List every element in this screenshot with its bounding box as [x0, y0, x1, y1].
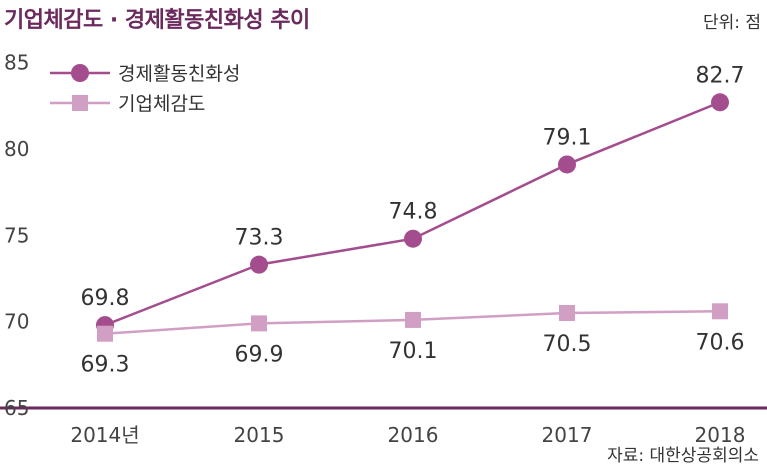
legend-label: 경제활동친화성	[118, 63, 240, 85]
series-markers	[96, 93, 729, 342]
x-tick-label: 2015	[234, 423, 285, 447]
data-label: 82.7	[696, 63, 745, 88]
y-tick-label: 75	[4, 223, 29, 247]
point-marker	[712, 303, 728, 320]
data-label: 69.3	[81, 353, 130, 378]
y-tick-label: 65	[4, 396, 29, 420]
y-tick-label: 80	[4, 137, 29, 161]
point-marker	[405, 311, 421, 328]
data-label: 70.6	[696, 330, 745, 355]
data-label: 74.8	[389, 200, 438, 225]
point-marker	[251, 315, 267, 332]
y-axis: 65 70 75 80 85	[0, 51, 767, 420]
data-label: 69.9	[235, 342, 284, 367]
y-tick-label: 70	[4, 310, 29, 334]
point-marker	[711, 93, 729, 112]
data-label: 79.1	[543, 125, 592, 150]
legend-label: 기업체감도	[118, 93, 205, 115]
data-label: 69.8	[81, 286, 130, 311]
x-axis: 2014년 2015 2016 2017 2018	[70, 423, 745, 447]
point-marker	[558, 155, 576, 174]
chart-title: 기업체감도 · 경제활동친화성 추이	[4, 8, 310, 33]
x-tick-label: 2017	[542, 423, 593, 447]
x-tick-label: 2014년	[70, 423, 139, 447]
data-label: 70.1	[389, 339, 438, 364]
point-marker	[404, 229, 422, 248]
data-label: 73.3	[235, 226, 284, 251]
legend-marker	[71, 64, 89, 82]
y-tick-label: 85	[4, 51, 29, 75]
unit-label: 단위: 점	[702, 13, 761, 33]
legend-marker	[72, 95, 88, 111]
x-tick-label: 2016	[388, 423, 439, 447]
point-marker	[250, 255, 268, 274]
point-marker	[97, 325, 113, 342]
data-label: 70.5	[543, 332, 592, 357]
x-tick-label: 2018	[695, 423, 746, 447]
data-labels: 69.8 73.3 74.8 79.1 82.7 69.3 69.9 70.1 70.5 70.6	[81, 63, 745, 377]
source-note: 자료: 대한상공회의소	[607, 446, 759, 466]
point-marker	[559, 305, 575, 321]
